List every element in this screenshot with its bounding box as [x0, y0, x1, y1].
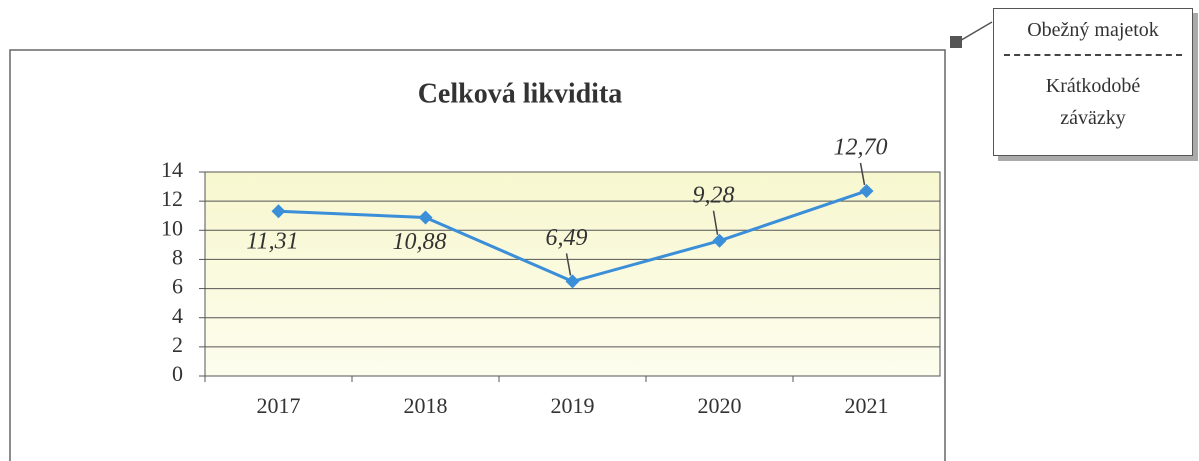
- x-tick-label: 2019: [551, 393, 595, 418]
- point-marker: [859, 183, 874, 198]
- y-tick-label: 4: [172, 303, 183, 328]
- y-tick-label: 10: [161, 215, 183, 240]
- data-label: 6,49: [546, 225, 588, 251]
- data-label: 9,28: [693, 182, 735, 208]
- point-marker: [565, 274, 580, 289]
- callout-tail: [958, 21, 993, 43]
- y-tick-label: 6: [172, 274, 183, 299]
- label-leader: [859, 162, 866, 186]
- numerator: Obežný majetok: [1027, 19, 1159, 41]
- data-label: 12,70: [834, 134, 888, 160]
- point-marker: [271, 204, 286, 219]
- data-label: 10,88: [393, 229, 447, 255]
- x-tick-label: 2021: [845, 393, 889, 418]
- y-tick-label: 8: [172, 244, 183, 269]
- chart-title: Celková likvidita: [418, 78, 623, 109]
- point-marker: [418, 210, 433, 225]
- fraction-line: [1004, 54, 1182, 56]
- label-leader: [565, 253, 572, 276]
- callout-knob: [950, 36, 962, 48]
- data-label: 11,31: [246, 229, 298, 255]
- y-tick-label: 2: [172, 332, 183, 357]
- x-tick-label: 2020: [698, 393, 742, 418]
- formula-box: Obežný majetok Krátkodobé záväzky: [993, 8, 1193, 156]
- x-tick-label: 2017: [257, 393, 301, 418]
- label-leader: [712, 210, 719, 235]
- y-tick-label: 0: [172, 361, 183, 386]
- point-marker: [712, 233, 727, 248]
- y-tick-label: 12: [161, 186, 183, 211]
- x-tick-label: 2018: [404, 393, 448, 418]
- denominator: Krátkodobé záväzky: [1045, 75, 1141, 129]
- y-tick-label: 14: [161, 157, 183, 182]
